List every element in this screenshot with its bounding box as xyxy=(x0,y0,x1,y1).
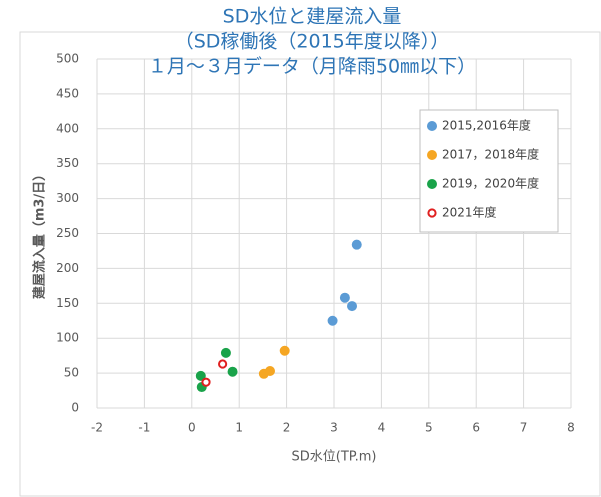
point xyxy=(195,370,206,381)
point xyxy=(327,315,338,326)
x-tick-label: 2 xyxy=(283,421,291,435)
point xyxy=(220,347,231,358)
point xyxy=(339,292,350,303)
x-tick-label: 3 xyxy=(330,421,338,435)
chart-title: SD水位と建屋流入量 xyxy=(223,6,402,28)
legend-label: 2019，2020年度 xyxy=(442,176,539,191)
chart-title: １月～３月データ（月降雨50㎜以下） xyxy=(148,56,476,78)
legend-label: 2021年度 xyxy=(442,205,497,220)
point xyxy=(351,239,362,250)
y-tick-label: 350 xyxy=(56,156,79,170)
chart-title: （SD稼働後（2015年度以降）） xyxy=(175,31,450,53)
y-tick-label: 400 xyxy=(56,121,79,135)
x-tick-label: 4 xyxy=(378,421,386,435)
y-tick-label: 200 xyxy=(56,261,79,275)
y-tick-label: 300 xyxy=(56,191,79,205)
point xyxy=(265,366,276,377)
legend-marker xyxy=(427,208,437,218)
y-tick-label: 500 xyxy=(56,52,79,66)
y-tick-label: 100 xyxy=(56,331,79,345)
y-tick-label: 150 xyxy=(56,296,79,310)
y-tick-label: 250 xyxy=(56,226,79,240)
x-tick-label: 0 xyxy=(188,421,196,435)
point xyxy=(279,345,290,356)
x-tick-label: 6 xyxy=(472,421,480,435)
legend-label: 2015,2016年度 xyxy=(442,118,531,133)
legend-marker xyxy=(427,150,437,160)
x-tick-label: -1 xyxy=(138,421,150,435)
legend-marker xyxy=(427,121,437,131)
legend-marker xyxy=(427,179,437,189)
chart-border xyxy=(19,31,601,497)
y-axis-label: 建屋流入量（m3/日） xyxy=(32,168,48,299)
x-axis-label: SD水位(TP.m) xyxy=(292,450,377,465)
point xyxy=(347,301,358,312)
legend-label: 2017，2018年度 xyxy=(442,147,539,162)
y-tick-label: 50 xyxy=(64,366,79,380)
legend-box xyxy=(419,109,559,233)
x-tick-label: 8 xyxy=(567,421,575,435)
x-tick-label: 7 xyxy=(520,421,528,435)
point xyxy=(218,359,228,369)
point xyxy=(227,366,238,377)
y-tick-label: 0 xyxy=(71,401,79,415)
y-tick-label: 450 xyxy=(56,86,79,100)
x-tick-label: -2 xyxy=(91,421,103,435)
x-tick-label: 5 xyxy=(425,421,433,435)
x-tick-label: 1 xyxy=(235,421,243,435)
point xyxy=(201,377,211,387)
